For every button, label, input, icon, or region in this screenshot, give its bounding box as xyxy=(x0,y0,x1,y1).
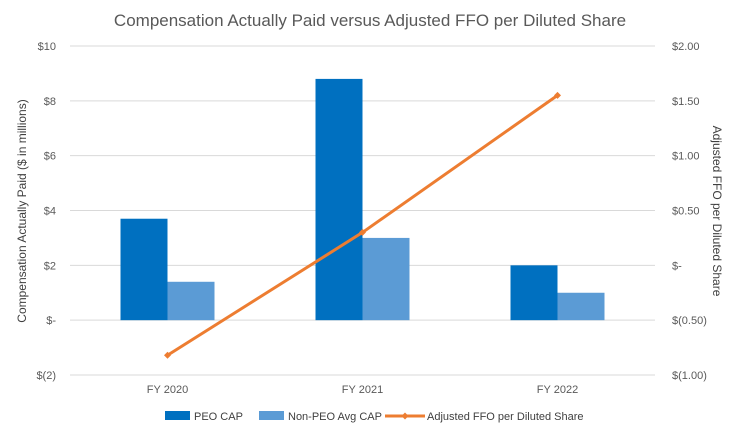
y-tick-label: $10 xyxy=(38,41,56,53)
legend-swatch-non-peo-avg-cap xyxy=(259,411,284,420)
y-tick-label: $2 xyxy=(44,260,56,272)
y2-tick-label: $2.00 xyxy=(672,41,700,53)
y-tick-label: $8 xyxy=(44,96,56,108)
bar-peo-cap xyxy=(120,218,168,321)
point-adjusted-ffo-per-diluted-share xyxy=(164,351,171,359)
x-tick-label: FY 2022 xyxy=(537,384,578,396)
y2-tick-label: $1.50 xyxy=(672,96,700,108)
point-adjusted-ffo-per-diluted-share xyxy=(359,228,366,236)
bar-non-peo-avg-cap xyxy=(362,237,410,321)
y2-tick-label: $(1.00) xyxy=(672,370,707,382)
legend-label-adjusted-ffo: Adjusted FFO per Diluted Share xyxy=(427,411,584,423)
y2-tick-label: $- xyxy=(672,260,682,272)
bar-non-peo-avg-cap xyxy=(557,292,605,321)
x-tick-label: FY 2020 xyxy=(147,384,188,396)
y-tick-label: $6 xyxy=(44,151,56,163)
y2-tick-label: $1.00 xyxy=(672,151,700,163)
y-tick-label: $4 xyxy=(44,206,56,218)
line-layer xyxy=(164,91,561,359)
y2-tick-label: $0.50 xyxy=(672,206,700,218)
x-tick-label: FY 2021 xyxy=(342,384,383,396)
legend-label-peo-cap: PEO CAP xyxy=(194,411,243,423)
y-tick-label: $- xyxy=(46,315,56,327)
y-tick-label: $(2) xyxy=(36,370,56,382)
legend-marker-adjusted-ffo xyxy=(401,412,409,420)
legend: PEO CAP Non-PEO Avg CAP Adjusted FFO per… xyxy=(165,411,584,423)
bar-peo-cap xyxy=(510,265,558,321)
legend-swatch-peo-cap xyxy=(165,411,190,420)
y2-tick-label: $(0.50) xyxy=(672,315,707,327)
bar-peo-cap xyxy=(315,78,363,321)
legend-label-non-peo-avg-cap: Non-PEO Avg CAP xyxy=(288,411,382,423)
bar-non-peo-avg-cap xyxy=(167,281,215,321)
y2-axis-label: Adjusted FFO per Diluted Share xyxy=(710,126,724,297)
y-axis-label: Compensation Actually Paid ($ in million… xyxy=(15,99,29,322)
point-adjusted-ffo-per-diluted-share xyxy=(554,91,561,99)
tick-labels: $10 $8 $6 $4 $2 $- $(2) $2.00 $1.50 $1.00 $0.50 $- $… xyxy=(36,41,706,396)
bar-layer xyxy=(120,78,605,321)
chart-title: Compensation Actually Paid versus Adjust… xyxy=(114,11,626,30)
